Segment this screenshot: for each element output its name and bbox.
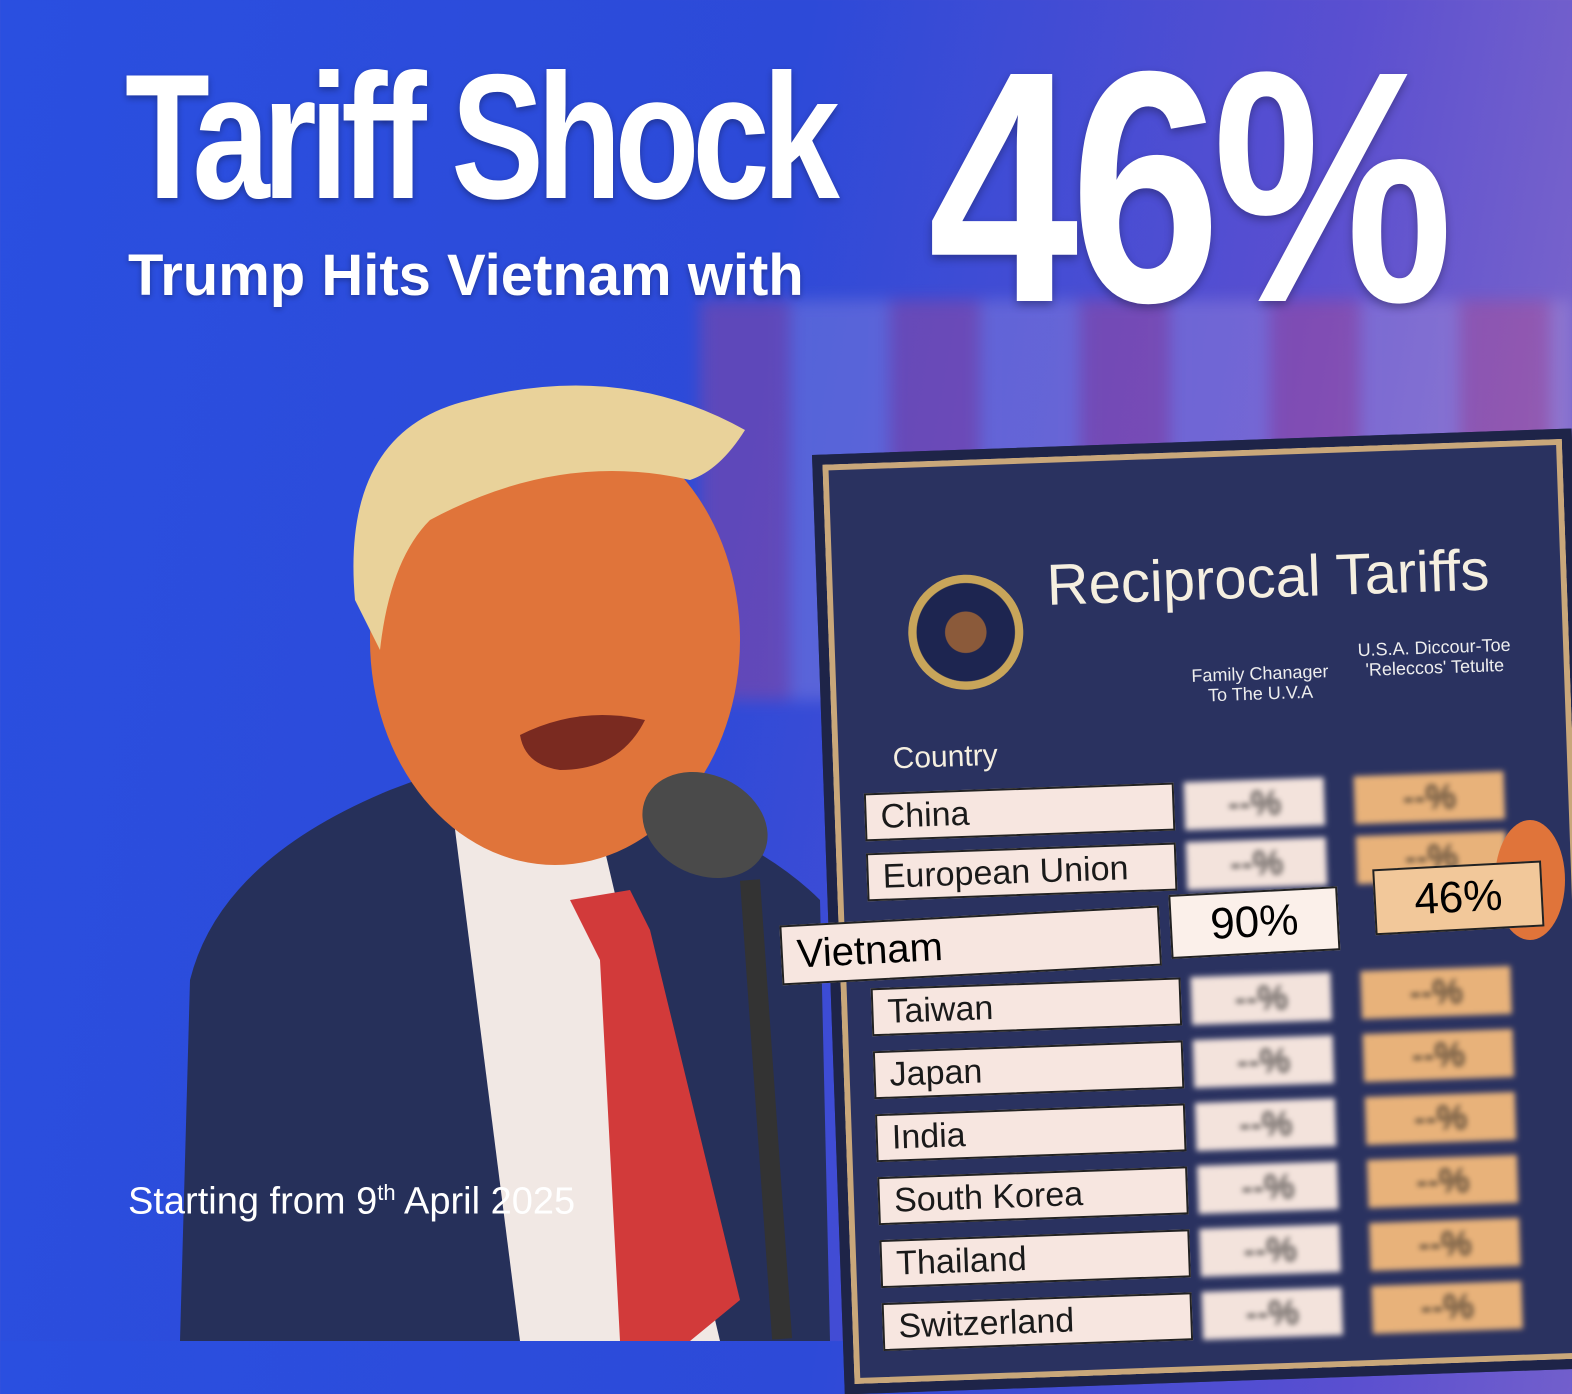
mouth <box>520 715 645 770</box>
value-col2: 46% <box>1372 860 1545 936</box>
face <box>370 415 740 865</box>
hair <box>353 385 745 650</box>
country-cell: Vietnam <box>779 905 1162 986</box>
value-col1: 90% <box>1168 886 1341 959</box>
microphone-stand <box>740 879 793 1340</box>
microphone-icon <box>642 772 768 878</box>
tie <box>570 890 740 1341</box>
headline-rate: 46% <box>928 2 1453 371</box>
trump-illustration <box>180 385 1565 1341</box>
date-prefix: Starting from 9 <box>128 1180 378 1223</box>
headline-title: Tariff Shock <box>125 37 840 236</box>
start-date: Starting from 9th April 2025 <box>128 1180 575 1224</box>
date-month-year: April 2025 <box>395 1180 576 1223</box>
date-suffix-ordinal: th <box>377 1180 396 1205</box>
headline-subtitle: Trump Hits Vietnam with <box>128 243 804 308</box>
